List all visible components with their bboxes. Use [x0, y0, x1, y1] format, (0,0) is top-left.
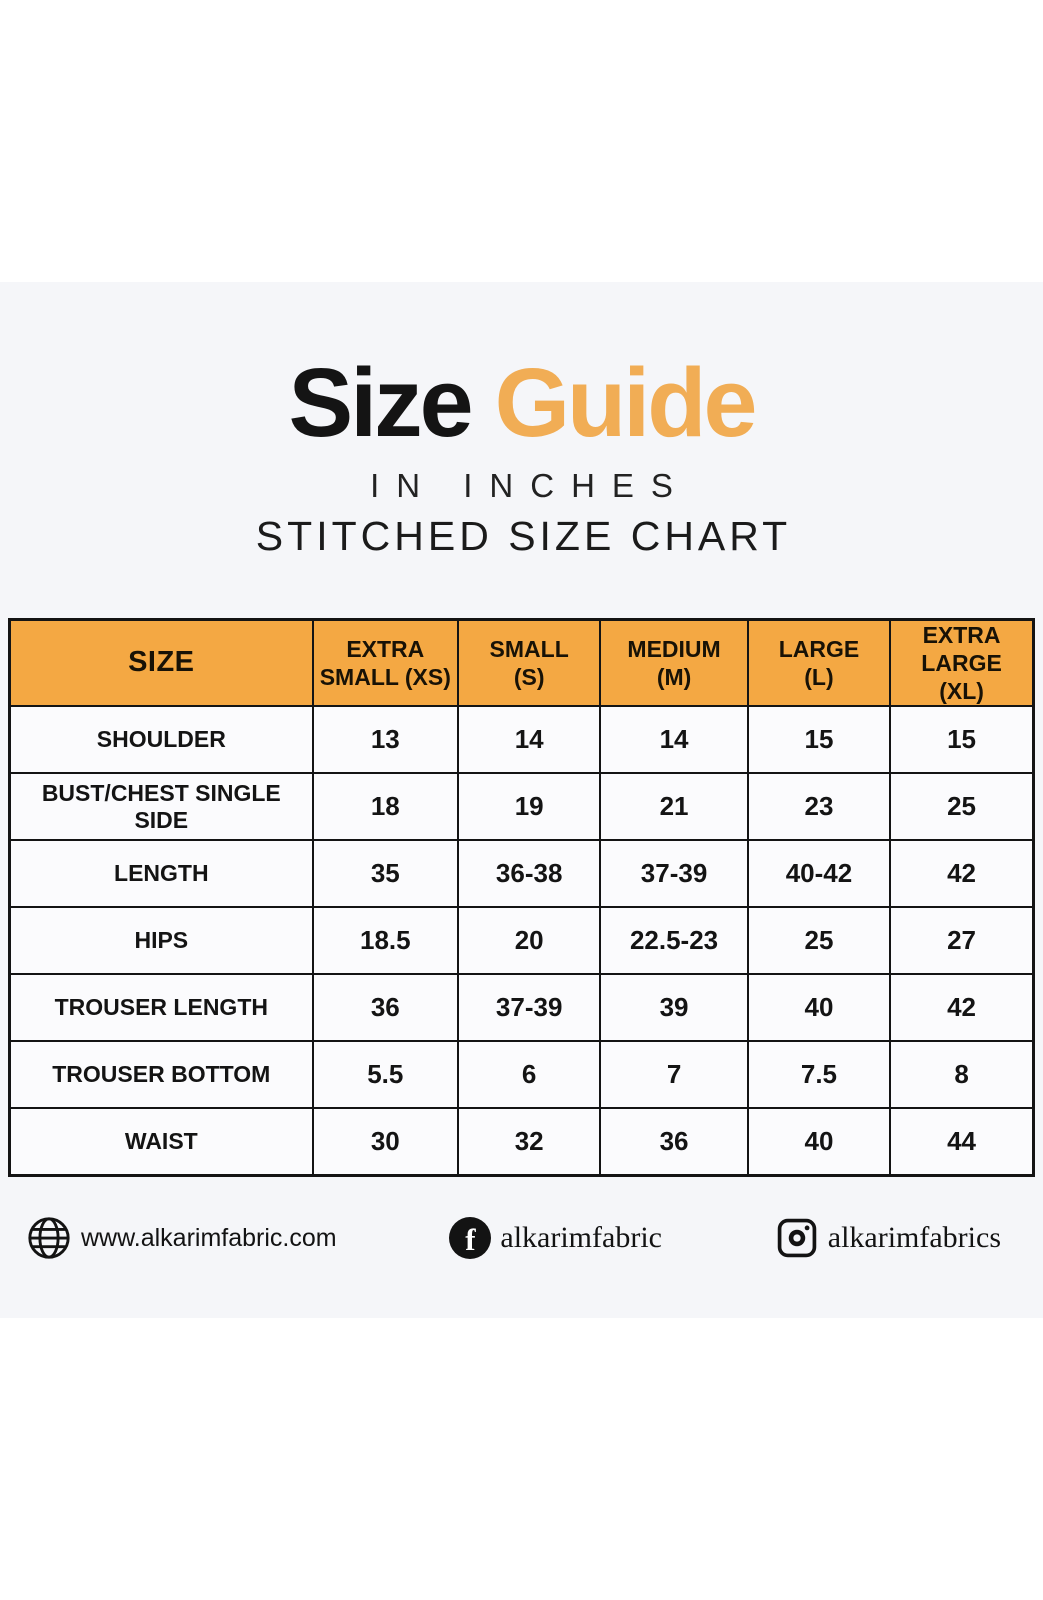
cell: 25	[746, 906, 892, 976]
cell: 20	[456, 906, 602, 976]
column-header-label: MEDIUM	[627, 636, 721, 663]
cell: 35	[311, 839, 460, 909]
column-header-medium: MEDIUM (M)	[599, 618, 749, 708]
table-row-length: LENGTH 35 36-38 37-39 40-42 42	[8, 839, 1035, 909]
table-row-trouser-length: TROUSER LENGTH 36 37-39 39 40 42	[8, 973, 1035, 1043]
cell: 5.5	[311, 1040, 460, 1110]
row-label: BUST/CHEST SINGLE SIDE	[8, 772, 314, 842]
column-header-extra-small: EXTRA SMALL (XS)	[311, 618, 460, 708]
cell: 13	[311, 705, 460, 775]
row-label: HIPS	[8, 906, 314, 976]
cell: 37-39	[599, 839, 749, 909]
cell: 19	[456, 772, 602, 842]
column-header-label: (M)	[656, 664, 692, 691]
cell: 30	[311, 1107, 460, 1177]
cell: 37-39	[456, 973, 602, 1043]
cell: 23	[746, 772, 892, 842]
cell: 32	[456, 1107, 602, 1177]
column-header-small: SMALL (S)	[456, 618, 602, 708]
cell: 27	[889, 906, 1035, 976]
subtitle-in-inches: IN INCHES	[370, 467, 690, 504]
cell: 7	[599, 1040, 749, 1110]
row-label: TROUSER LENGTH	[8, 973, 314, 1043]
title-word-size: Size	[288, 348, 474, 457]
cell: 15	[746, 705, 892, 775]
facebook-glyph: f	[465, 1222, 476, 1258]
cell: 42	[889, 839, 1035, 909]
facebook-icon: f	[449, 1217, 492, 1260]
instagram-link[interactable]: alkarimfabrics	[775, 1216, 1001, 1260]
cell: 21	[599, 772, 749, 842]
row-label: SHOULDER	[8, 705, 314, 775]
cell: 40-42	[746, 839, 892, 909]
website-link[interactable]: www.alkarimfabric.com	[26, 1215, 337, 1261]
subtitle-stitched-size-chart: STITCHED SIZE CHART	[255, 513, 792, 559]
page-title: Size Guide	[0, 354, 1043, 451]
cell: 14	[456, 705, 602, 775]
cell: 15	[889, 705, 1035, 775]
cell: 7.5	[746, 1040, 892, 1110]
table-row-bust-chest: BUST/CHEST SINGLE SIDE 18 19 21 23 25	[8, 772, 1035, 842]
cell: 42	[889, 973, 1035, 1043]
column-header-label: LARGE	[778, 636, 860, 663]
cell: 25	[889, 772, 1035, 842]
column-header-label: (L)	[804, 664, 834, 691]
column-header-extra-large: EXTRA LARGE (XL)	[889, 618, 1035, 708]
globe-icon	[26, 1215, 72, 1261]
footer: www.alkarimfabric.com f alkarimfabric	[26, 1215, 1001, 1261]
facebook-handle: alkarimfabric	[500, 1221, 662, 1255]
table-row-waist: WAIST 30 32 36 40 44	[8, 1107, 1035, 1177]
column-header-label: EXTRA	[346, 636, 425, 663]
content-band: Size Guide IN INCHES STITCHED SIZE CHART…	[0, 282, 1043, 1318]
column-header-label: (S)	[513, 664, 545, 691]
cell: 36-38	[456, 839, 602, 909]
cell: 22.5-23	[599, 906, 749, 976]
cell: 36	[599, 1107, 749, 1177]
table-header-row: SIZE EXTRA SMALL (XS) SMALL (S) MEDIUM (…	[8, 618, 1035, 708]
website-url: www.alkarimfabric.com	[81, 1223, 337, 1252]
column-header-label: SMALL (XS)	[319, 664, 451, 691]
column-header-label: SIZE	[128, 646, 195, 679]
column-header-label: EXTRA LARGE	[921, 622, 1002, 677]
column-header-large: LARGE (L)	[746, 618, 892, 708]
instagram-icon	[775, 1216, 819, 1260]
cell: 6	[456, 1040, 602, 1110]
title-word-guide: Guide	[494, 348, 758, 457]
cell: 8	[889, 1040, 1035, 1110]
table-row-trouser-bottom: TROUSER BOTTOM 5.5 6 7 7.5 8	[8, 1040, 1035, 1110]
instagram-handle: alkarimfabrics	[827, 1221, 1001, 1255]
cell: 40	[746, 1107, 892, 1177]
size-chart-table: SIZE EXTRA SMALL (XS) SMALL (S) MEDIUM (…	[8, 618, 1035, 1178]
cell: 40	[746, 973, 892, 1043]
row-label: WAIST	[8, 1107, 314, 1177]
facebook-link[interactable]: f alkarimfabric	[449, 1217, 662, 1260]
column-header-label: SMALL	[489, 636, 569, 663]
row-label: TROUSER BOTTOM	[8, 1040, 314, 1110]
cell: 14	[599, 705, 749, 775]
table-row-shoulder: SHOULDER 13 14 14 15 15	[8, 705, 1035, 775]
cell: 39	[599, 973, 749, 1043]
row-label: LENGTH	[8, 839, 314, 909]
cell: 18.5	[311, 906, 460, 976]
cell: 44	[889, 1107, 1035, 1177]
column-header-label: (XL)	[939, 678, 984, 705]
column-header-size: SIZE	[8, 618, 314, 708]
cell: 36	[311, 973, 460, 1043]
table-row-hips: HIPS 18.5 20 22.5-23 25 27	[8, 906, 1035, 976]
cell: 18	[311, 772, 460, 842]
